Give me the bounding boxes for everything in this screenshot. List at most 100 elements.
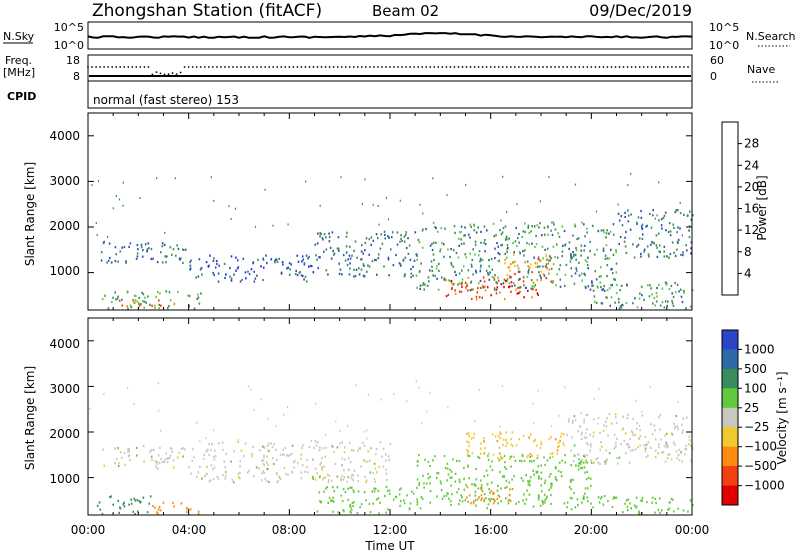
data-cell: [336, 475, 339, 478]
data-cell: [491, 460, 493, 463]
data-cell: [544, 248, 546, 251]
data-cell: [360, 258, 362, 261]
data-cell: [255, 466, 258, 469]
data-cell: [450, 248, 452, 251]
data-cell: [556, 479, 558, 482]
data-cell: [574, 253, 577, 256]
data-cell: [452, 458, 454, 461]
data-cell: [515, 444, 518, 447]
data-cell: [300, 457, 302, 460]
data-cell: [526, 489, 528, 492]
data-cell: [180, 447, 183, 451]
data-cell: [458, 272, 461, 275]
data-cell: [365, 479, 368, 482]
nave-dot: [199, 66, 202, 68]
data-cell: [490, 294, 492, 297]
data-cell: [416, 498, 418, 501]
data-cell: [506, 256, 508, 259]
data-cell: [483, 437, 485, 440]
data-cell: [450, 470, 453, 473]
data-cell: [268, 480, 270, 484]
data-cell: [346, 263, 349, 267]
data-cell: [326, 486, 328, 489]
data-cell: [665, 445, 668, 448]
data-cell: [163, 243, 166, 246]
data-cell: [506, 486, 508, 489]
data-cell: [369, 447, 372, 450]
data-cell: [453, 225, 456, 228]
data-cell: [426, 410, 428, 413]
data-cell: [338, 262, 340, 265]
data-cell: [467, 269, 470, 272]
data-cell: [415, 274, 418, 277]
data-cell: [649, 212, 651, 216]
data-cell: [344, 490, 347, 494]
data-cell: [483, 500, 485, 503]
data-cell: [154, 506, 156, 509]
nave-dot: [216, 66, 218, 68]
data-cell: [351, 486, 353, 489]
nave-dot: [638, 66, 641, 68]
data-cell: [224, 466, 227, 469]
velocity-ytick-4000: 4000: [49, 337, 80, 351]
data-cell: [419, 507, 422, 510]
data-cell: [531, 271, 533, 274]
data-cell: [570, 449, 572, 452]
data-cell: [527, 480, 529, 483]
data-cell: [570, 255, 572, 258]
data-cell: [658, 244, 661, 247]
data-cell: [580, 244, 583, 247]
data-cell: [629, 228, 632, 231]
data-cell: [505, 431, 507, 434]
nave-dot: [183, 66, 186, 68]
data-cell: [450, 282, 453, 285]
data-cell: [630, 172, 632, 175]
data-cell: [417, 460, 419, 463]
data-cell: [301, 260, 303, 263]
nave-dot: [485, 66, 488, 68]
data-cell: [421, 283, 424, 286]
data-cell: [128, 245, 130, 248]
data-cell: [548, 176, 550, 179]
data-cell: [287, 266, 289, 269]
data-cell: [133, 497, 136, 500]
data-cell: [499, 452, 501, 455]
data-cell: [434, 455, 436, 458]
data-cell: [283, 413, 285, 416]
data-cell: [244, 442, 247, 445]
data-cell: [305, 180, 307, 183]
data-cell: [615, 421, 618, 425]
data-cell: [691, 289, 694, 292]
data-cell: [644, 435, 647, 439]
nave-dot: [622, 66, 625, 68]
data-cell: [683, 291, 685, 294]
data-cell: [682, 417, 685, 420]
data-cell: [530, 287, 533, 290]
data-cell: [367, 393, 370, 396]
data-cell: [572, 478, 574, 481]
data-cell: [423, 486, 425, 489]
data-cell: [640, 255, 642, 258]
data-cell: [687, 214, 689, 217]
data-cell: [479, 270, 482, 273]
data-cell: [613, 447, 616, 450]
data-cell: [111, 300, 113, 304]
data-cell: [385, 453, 387, 456]
data-cell: [168, 304, 170, 308]
data-cell: [104, 294, 106, 297]
nave-dot: [433, 66, 436, 68]
data-cell: [260, 398, 262, 401]
data-cell: [573, 415, 576, 418]
data-cell: [146, 511, 149, 514]
data-cell: [410, 272, 413, 275]
data-cell: [432, 241, 435, 244]
data-cell: [680, 253, 682, 256]
colorbar-swatch: [722, 446, 738, 467]
data-cell: [182, 248, 184, 251]
nave-dot: [405, 66, 407, 68]
data-cell: [472, 436, 475, 439]
data-cell: [569, 260, 572, 263]
data-cell: [615, 441, 617, 445]
data-cell: [399, 263, 402, 266]
power-ytick-3000: 3000: [49, 174, 80, 188]
